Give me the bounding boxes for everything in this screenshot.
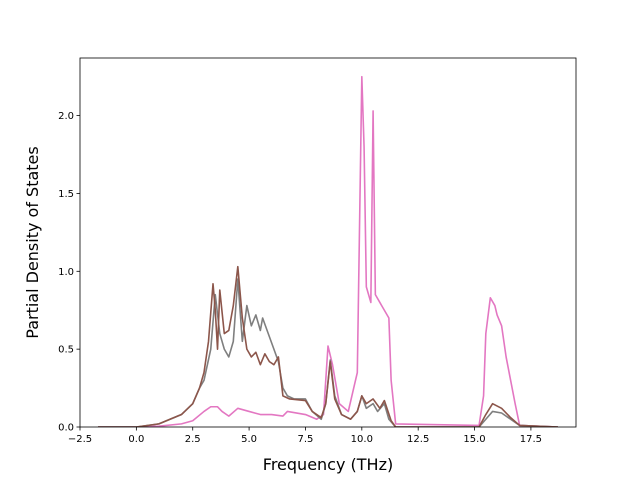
y-tick-label: 0.5: [58, 345, 74, 356]
y-tick-label: 0.0: [58, 423, 74, 434]
x-tick-label: 7.5: [298, 434, 314, 445]
series-group: [98, 77, 558, 427]
plot-frame: [80, 58, 576, 427]
x-tick-label: 17.5: [520, 434, 542, 445]
x-axis: −2.5 0.0 2.5 5.0 7.5 10.0 12.5 15.0 17.5: [68, 427, 542, 445]
y-axis-label: Partial Density of States: [23, 146, 42, 338]
x-tick-label: 10.0: [351, 434, 373, 445]
x-tick-label: −2.5: [68, 434, 92, 445]
y-axis: 0.0 0.5 1.0 1.5 2.0: [58, 111, 80, 433]
x-tick-label: 5.0: [241, 434, 257, 445]
y-tick-label: 1.0: [58, 267, 74, 278]
x-axis-label: Frequency (THz): [263, 455, 393, 474]
x-tick-label: 2.5: [185, 434, 201, 445]
y-tick-label: 1.5: [58, 189, 74, 200]
x-tick-label: 0.0: [128, 434, 144, 445]
y-tick-label: 2.0: [58, 111, 74, 122]
x-tick-label: 15.0: [463, 434, 485, 445]
x-tick-label: 12.5: [407, 434, 429, 445]
